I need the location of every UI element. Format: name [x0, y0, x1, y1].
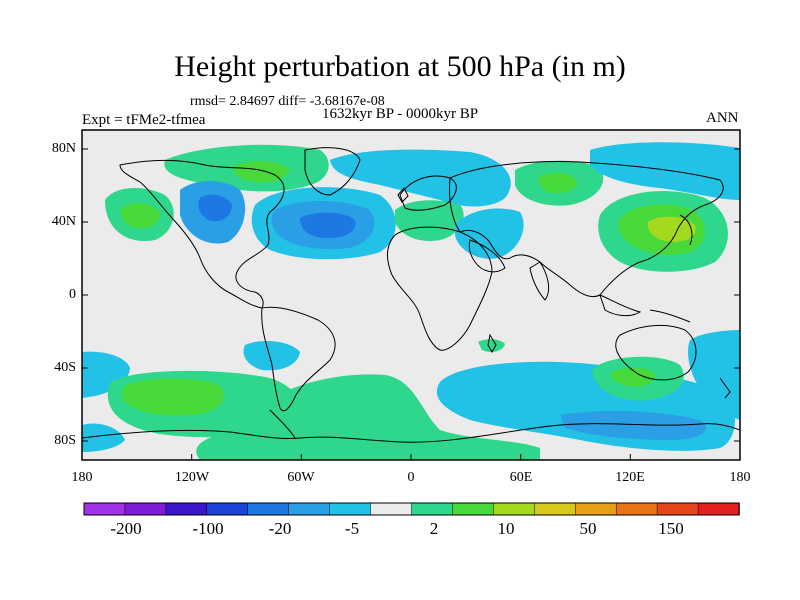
contour-region: [300, 212, 356, 238]
lat-label-0: 0: [69, 287, 76, 302]
colorbar-segment: [656, 502, 699, 516]
season-label: ANN: [706, 110, 739, 126]
lat-label-40s: 40S: [54, 360, 76, 375]
contour-region: [395, 200, 464, 242]
colorbar-label: -200: [110, 519, 142, 538]
colorbar-segment: [288, 502, 331, 516]
contour-region: [455, 208, 524, 259]
experiment-label: Expt = tFMe2-tfmea: [82, 112, 206, 128]
colorbar-segment: [206, 502, 249, 516]
contour-region: [687, 330, 740, 420]
lon-label-120w: 120W: [174, 470, 210, 485]
contour-region: [538, 172, 578, 194]
colorbar-segment: [124, 502, 167, 516]
colorbar-segment: [411, 502, 454, 516]
colorbar-frame: [83, 502, 740, 516]
lat-label-40n: 40N: [51, 214, 76, 229]
contour-region: [478, 339, 505, 352]
colorbar-label: 10: [497, 519, 515, 538]
colorbar: [83, 502, 740, 516]
lat-label-80s: 80S: [54, 433, 76, 448]
colorbar-segment: [165, 502, 208, 516]
colorbar-segment: [493, 502, 536, 516]
contour-region: [590, 142, 740, 200]
lat-label-80n: 80N: [51, 141, 76, 156]
contour-region: [198, 194, 232, 222]
lon-label-60e: 60E: [509, 470, 533, 485]
colorbar-segment: [329, 502, 372, 516]
lon-label-180w: 180: [71, 470, 93, 485]
colorbar-segment: [575, 502, 617, 516]
contour-region: [120, 203, 160, 229]
colorbar-label: -100: [192, 519, 224, 538]
contour-region: [610, 367, 655, 387]
colorbar-segment: [452, 502, 495, 516]
contour-region: [82, 423, 125, 452]
colorbar-segment: [247, 502, 290, 516]
lon-label-180e: 180: [729, 470, 751, 485]
colorbar-label: -5: [344, 519, 360, 538]
plot-title: Height perturbation at 500 hPa (in m): [174, 50, 626, 83]
contour-region: [243, 340, 300, 371]
colorbar-segment: [615, 502, 658, 516]
period-label: 1632kyr BP - 0000kyr BP: [322, 106, 479, 122]
contour-region: [647, 216, 696, 242]
colorbar-label: 2: [429, 519, 439, 538]
lon-label-0: 0: [407, 470, 415, 485]
colorbar-segment: [697, 502, 740, 516]
lon-ticks: [81, 454, 741, 460]
lon-label-120e: 120E: [615, 470, 645, 485]
contour-region: [560, 410, 706, 440]
coastlines: [82, 147, 740, 443]
stats-line: rmsd= 2.84697 diff= -3.68167e-08: [190, 94, 385, 109]
lat-ticks: [82, 148, 740, 442]
contour-region: [233, 160, 290, 183]
colorbar-segment: [83, 502, 126, 516]
colorbar-label: -20: [268, 519, 292, 538]
colorbar-segment: [534, 502, 576, 516]
contour-region: [121, 378, 224, 416]
colorbar-label: 150: [658, 519, 684, 538]
contour-field: [82, 142, 740, 460]
contour-region: [330, 149, 511, 207]
lon-label-60w: 60W: [287, 470, 315, 485]
colorbar-label: 50: [579, 519, 597, 538]
colorbar-segment: [370, 502, 413, 516]
